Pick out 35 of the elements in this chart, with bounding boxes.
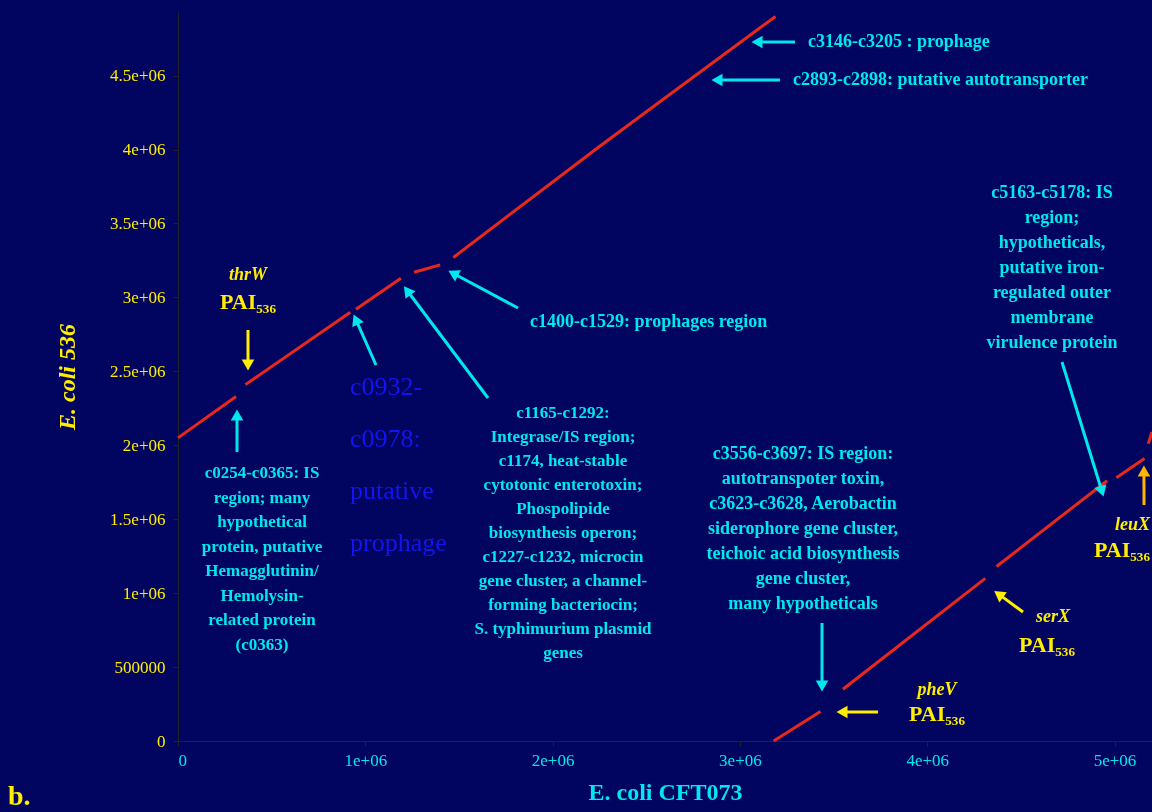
annotation: c0254-c0365: IS region; many hypothetical protein, putative Hemagglutinin/ Hemolysin- related protein (c0363) <box>201 463 323 654</box>
x-tick-label: 5e+06 <box>1093 750 1137 770</box>
annotation: thrW <box>228 264 269 284</box>
y-tick-label: 4e+06 <box>122 140 166 160</box>
y-tick-label: 0 <box>157 731 166 751</box>
annotation: PAI₅₃₆ <box>219 289 277 314</box>
x-tick-label: 4e+06 <box>906 750 950 770</box>
annotation: PAI₅₃₆ <box>1093 537 1151 562</box>
annotation: serX <box>1034 606 1071 626</box>
x-tick-label: 2e+06 <box>531 750 575 770</box>
annotation: c3556-c3697: IS region: autotranspoter toxin, c3623-c3628, Aerobactin siderophore gene cluster, teichoic acid biosynthesis gene cluster, many hypotheticals <box>706 443 900 613</box>
y-tick-label: 4.5e+06 <box>110 66 166 86</box>
annotation: PAI₅₃₆ <box>1018 632 1076 657</box>
y-tick-label: 2.5e+06 <box>110 361 166 381</box>
y-tick-label: 1.5e+06 <box>110 509 166 529</box>
annotation: pheV <box>915 679 959 699</box>
y-axis-title: E. coli 536 <box>54 324 81 431</box>
annotation: PAI₅₃₆ <box>908 701 966 726</box>
annotation: c2893-c2898: putative autotransporter <box>793 69 1088 89</box>
annotation: c0932- c0978: putative prophage <box>350 372 447 557</box>
annotation: c1400-c1529: prophages region <box>530 311 768 331</box>
annotation: c5163-c5178: IS region; hypotheticals, putative iron- regulated outer membrane virulence protein <box>986 182 1118 352</box>
x-axis-title: E. coli CFT073 <box>588 778 743 805</box>
y-tick-label: 3.5e+06 <box>110 213 166 233</box>
y-tick-label: 1e+06 <box>122 583 166 603</box>
annotation: leuX <box>1114 514 1151 534</box>
text: c1165-c1292: Integrase/IS region; c1174, heat-stable cytotonic enterotoxin; Phospolipide biosynthesis operon; c1227-c1232, microcin gene cluster, a channel- forming bacteriocin; S. typhimurium plasmid genes <box>474 403 652 662</box>
y-tick-label: 3e+06 <box>122 287 166 307</box>
x-tick-label: 3e+06 <box>719 750 762 770</box>
y-tick-label: 500000 <box>114 657 166 677</box>
y-tick-label: 2e+06 <box>122 435 166 455</box>
text: b. <box>8 780 31 811</box>
x-tick-label: 1e+06 <box>344 750 388 770</box>
annotation: c3146-c3205 : prophage <box>808 31 990 51</box>
x-tick-label: 0 <box>178 750 187 770</box>
